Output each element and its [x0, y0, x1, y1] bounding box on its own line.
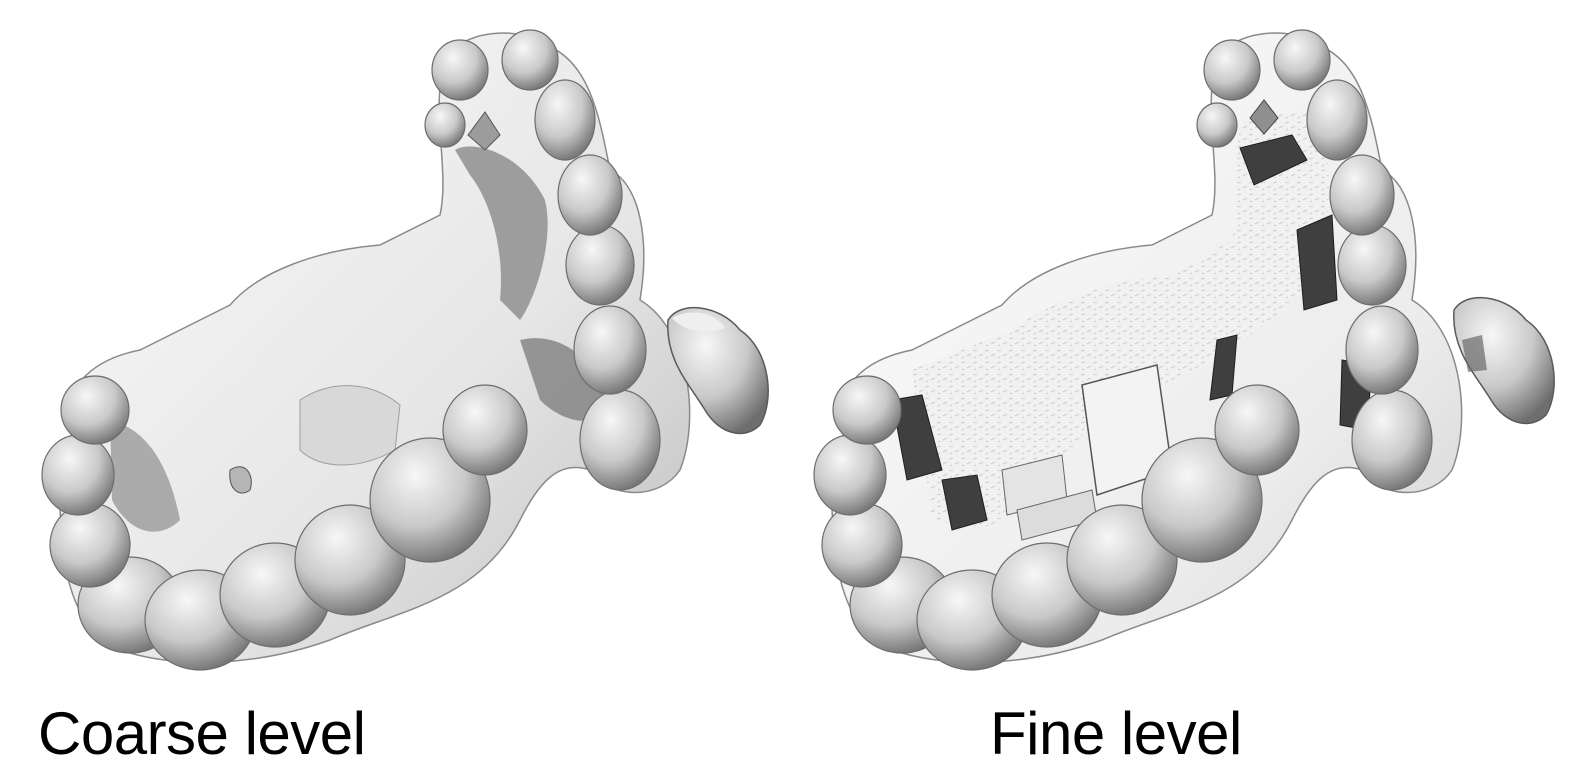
coarse-level-caption: Coarse level: [38, 700, 366, 767]
fine-detached-blob: [1453, 296, 1555, 425]
coarse-mesh-render: [41, 29, 769, 671]
fine-mesh-render: [813, 29, 1555, 671]
coarse-detached-blob: [667, 306, 769, 435]
fine-dark-walls: [891, 134, 1373, 531]
coarse-panel: Coarse level: [38, 29, 769, 767]
fine-rim-blobs: [813, 29, 1433, 671]
fine-panel: Fine level: [792, 0, 1584, 781]
coarse-rim-blobs: [41, 29, 661, 671]
fine-level-caption: Fine level: [990, 700, 1242, 767]
